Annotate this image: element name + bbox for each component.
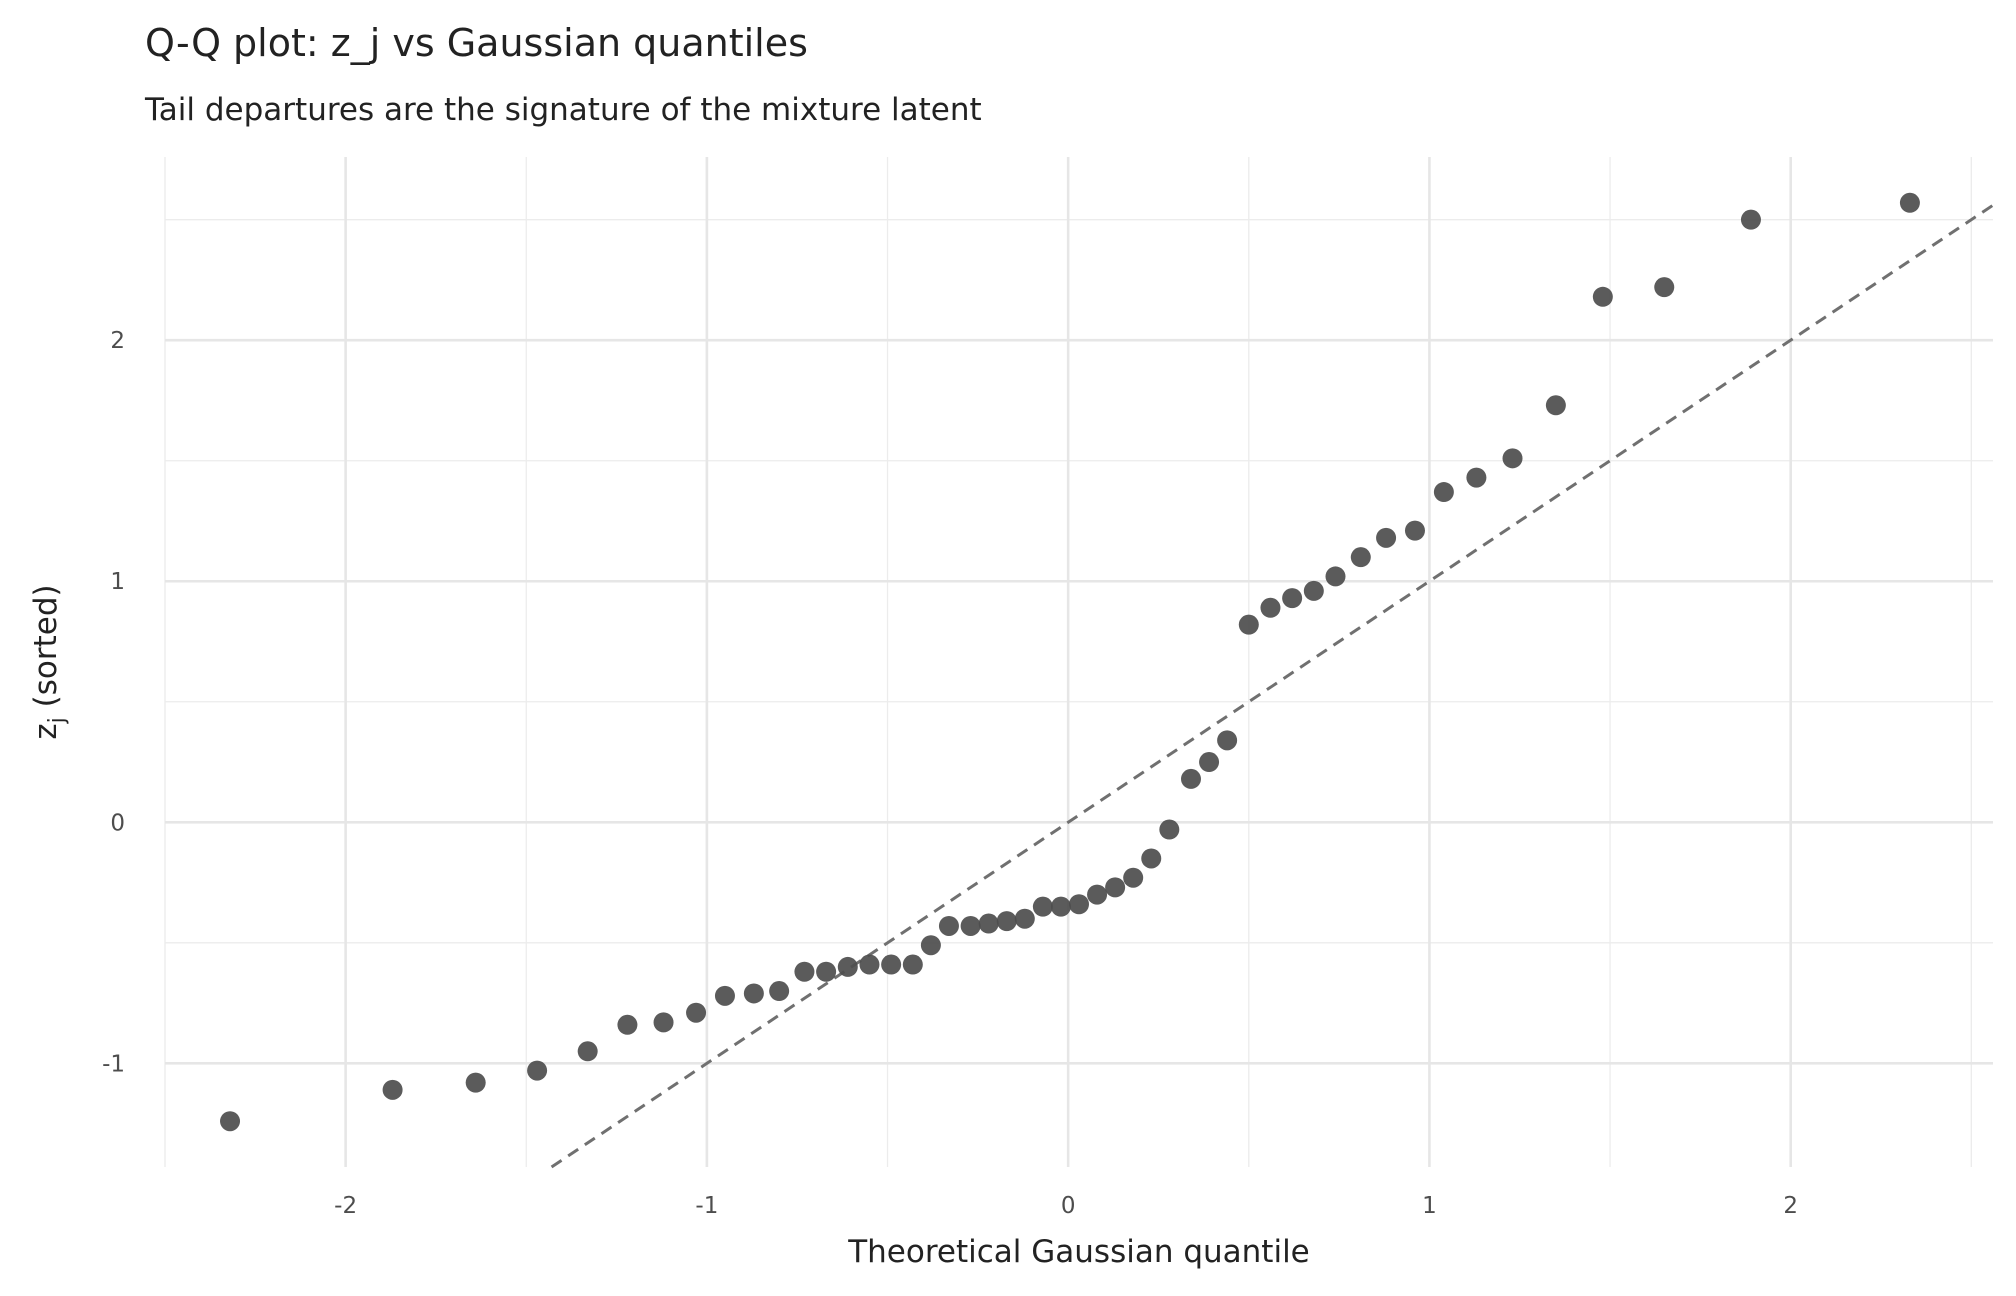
point — [920, 935, 941, 956]
point — [1545, 395, 1566, 416]
point — [881, 954, 902, 975]
point — [816, 961, 837, 982]
point — [1592, 286, 1613, 307]
y-axis-label: zj (sorted) — [28, 584, 70, 739]
point — [978, 913, 999, 934]
point — [1376, 527, 1397, 548]
point — [902, 954, 923, 975]
point — [1159, 819, 1180, 840]
point — [617, 1014, 638, 1035]
x-tick-label: -2 — [334, 1193, 357, 1219]
point — [1350, 547, 1371, 568]
point — [686, 1002, 707, 1023]
x-tick-label: 2 — [1783, 1193, 1798, 1219]
point — [220, 1111, 241, 1132]
point — [1325, 566, 1346, 587]
point — [837, 956, 858, 977]
x-axis-label: Theoretical Gaussian quantile — [847, 1234, 1310, 1270]
point — [1899, 192, 1920, 213]
y-label-rest: (sorted) — [28, 584, 64, 717]
point — [1032, 896, 1053, 917]
point — [1282, 588, 1303, 609]
y-tick-label: 0 — [110, 810, 125, 836]
y-label-subscript: j — [45, 717, 70, 724]
y-tick-label: 1 — [110, 569, 125, 595]
point — [653, 1012, 674, 1033]
chart-subtitle: Tail departures are the signature of the… — [144, 92, 982, 128]
point — [1050, 896, 1071, 917]
point — [1260, 597, 1281, 618]
y-label-base: z — [28, 723, 64, 739]
x-tick-label: 1 — [1422, 1193, 1437, 1219]
point — [1087, 884, 1108, 905]
point — [960, 915, 981, 936]
x-tick-label: -1 — [695, 1193, 718, 1219]
point — [1502, 448, 1523, 469]
point — [1238, 614, 1259, 635]
point — [1014, 908, 1035, 929]
point — [577, 1041, 598, 1062]
point — [1123, 867, 1144, 888]
y-tick-label: -1 — [102, 1051, 125, 1077]
point — [527, 1060, 548, 1081]
point — [769, 981, 790, 1002]
point — [1740, 209, 1761, 230]
point — [1105, 877, 1126, 898]
point — [1654, 277, 1675, 298]
point — [1180, 768, 1201, 789]
point — [1217, 730, 1238, 751]
point — [1433, 482, 1454, 503]
point — [465, 1072, 486, 1093]
x-tick-label: 0 — [1061, 1193, 1076, 1219]
point — [382, 1079, 403, 1100]
point — [1069, 894, 1089, 915]
point — [859, 954, 880, 975]
point — [714, 985, 735, 1006]
point — [1199, 752, 1220, 773]
point — [1303, 580, 1324, 601]
point — [996, 911, 1017, 932]
point — [1141, 848, 1162, 869]
reference-line — [550, 203, 1994, 1169]
point — [1466, 467, 1487, 488]
point — [743, 983, 764, 1004]
chart-title: Q-Q plot: z_j vs Gaussian quantiles — [145, 21, 808, 65]
point — [1404, 520, 1425, 541]
y-tick-label: 2 — [110, 328, 125, 354]
point — [794, 961, 815, 982]
point — [938, 915, 959, 936]
